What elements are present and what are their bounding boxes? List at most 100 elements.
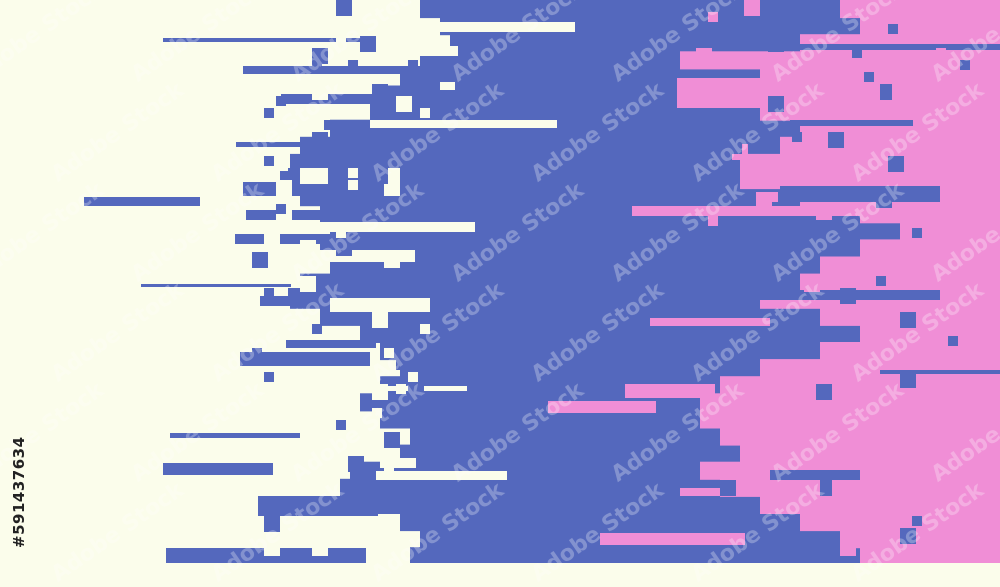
pink-band-row (800, 513, 1000, 532)
pixel-block (372, 384, 388, 400)
pixel-block (300, 240, 316, 256)
pink-band-row (760, 359, 1000, 378)
pixel-block (276, 96, 286, 106)
pixel-block (276, 468, 292, 484)
pixel-block (348, 168, 358, 178)
pixel-block (264, 108, 274, 118)
pixel-block (876, 276, 886, 286)
pixel-block (336, 0, 352, 16)
pixel-block (252, 348, 262, 358)
pixel-block (336, 420, 346, 430)
pixel-block (768, 192, 778, 202)
pixel-block (264, 372, 274, 382)
blue-streak (780, 186, 940, 202)
cream-streak (410, 46, 458, 56)
pixel-block (840, 288, 856, 304)
pixel-block (312, 444, 322, 454)
pixel-block (948, 336, 958, 346)
pixel-block (912, 516, 922, 526)
pixel-block (696, 48, 712, 64)
pixel-block (336, 240, 352, 256)
blue-streak (141, 284, 291, 287)
pink-band-row (740, 444, 1000, 463)
pixel-block (708, 180, 718, 190)
blue-streak (880, 370, 1000, 374)
cream-streak (420, 22, 575, 32)
pixel-block (936, 468, 952, 484)
pixel-block (264, 516, 280, 532)
cream-streak (380, 458, 416, 468)
blue-streak (800, 44, 1000, 50)
pink-band-row (800, 273, 1000, 292)
pink-band-row (740, 153, 1000, 172)
pink-band-row (840, 530, 1000, 549)
pixel-block (396, 384, 406, 394)
pixel-block (756, 192, 772, 208)
pixel-block (264, 324, 274, 334)
pixel-block (804, 276, 820, 292)
pixel-block (276, 204, 286, 214)
pixel-block (816, 240, 826, 250)
pixel-block (852, 48, 862, 58)
pixel-block (768, 36, 784, 52)
pixel-block (804, 480, 820, 496)
pixel-block (756, 432, 772, 448)
pink-band-row (780, 136, 1000, 155)
blue-streak (770, 470, 860, 480)
blue-streak (258, 496, 378, 516)
pixel-block (792, 132, 802, 142)
pixel-block (408, 372, 418, 382)
pink-band-row (820, 342, 1000, 361)
pink-band-row (700, 393, 1000, 412)
pixel-block (900, 528, 916, 544)
pixel-block (780, 480, 796, 496)
blue-band-row (320, 239, 1000, 258)
blue-streak (243, 182, 393, 196)
pixel-block (396, 360, 406, 370)
pixel-block (720, 192, 730, 202)
pixel-block (900, 312, 916, 328)
blue-streak (163, 38, 363, 42)
pink-band-row (860, 324, 1000, 343)
pink-band-row (840, 0, 1000, 19)
pixel-block (840, 540, 856, 556)
pixel-block (372, 312, 388, 328)
pixel-block (708, 252, 718, 262)
pixel-block (264, 540, 280, 556)
pixel-block (816, 384, 832, 400)
pixel-block (264, 228, 280, 244)
blue-streak (84, 197, 200, 206)
pixel-block (900, 372, 916, 388)
pink-band-row (680, 51, 1000, 70)
pixel-block (420, 108, 430, 118)
pixel-block (336, 36, 346, 46)
pixel-block (360, 468, 376, 484)
cream-streak (360, 471, 507, 480)
pixel-block (312, 84, 328, 100)
blue-streak (281, 94, 421, 104)
blue-band-row (360, 324, 1000, 343)
pink-band-row (720, 376, 1000, 395)
pink-streak (548, 401, 656, 413)
blue-streak (246, 210, 446, 220)
pixel-block (804, 72, 820, 88)
pixel-block (864, 132, 874, 142)
pixel-block (384, 252, 400, 268)
pixel-block (960, 60, 970, 70)
blue-streak (170, 433, 300, 438)
pixel-block (408, 60, 418, 70)
pixel-block (276, 12, 292, 28)
pixel-block (384, 468, 394, 478)
pixel-block (396, 96, 412, 112)
pixel-block (864, 84, 880, 100)
pixel-block (888, 24, 898, 34)
pink-band-row (720, 427, 1000, 446)
pixel-block (888, 156, 904, 172)
pixel-block (420, 324, 430, 334)
pixel-block (384, 432, 400, 448)
pixel-block (360, 36, 376, 52)
pink-band-row (860, 17, 1000, 36)
pixel-block (324, 120, 334, 130)
pixel-block (324, 276, 334, 286)
blue-streak (235, 234, 375, 244)
